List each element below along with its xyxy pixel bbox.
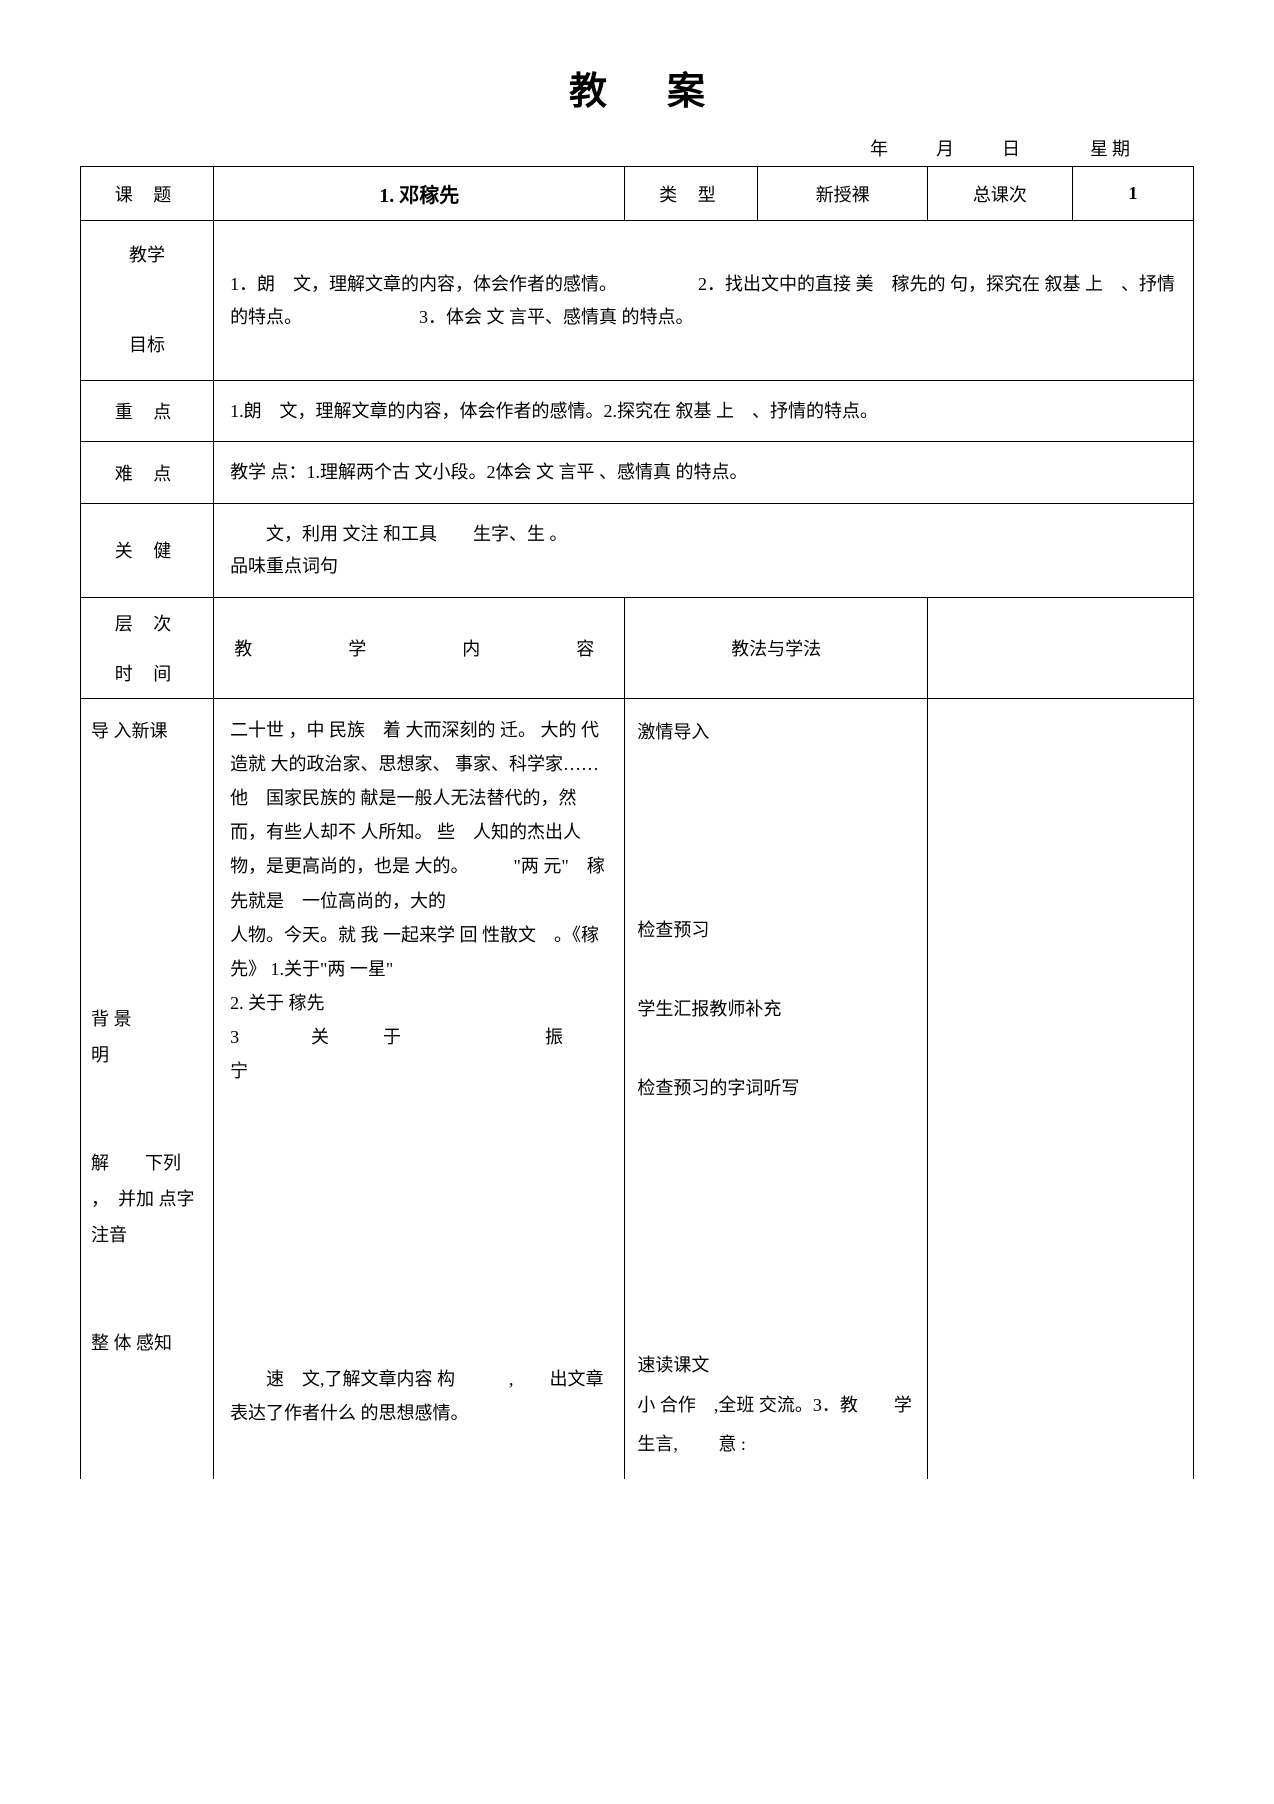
total-label: 总课次: [927, 167, 1072, 221]
page-title: 教案: [80, 60, 1194, 115]
body-main-content: 二十世 ，中 民族 着 大而深刻的 迁。 大的 代造就 大的政治家、思想家、 事…: [214, 698, 625, 1479]
goals-label: 教学 目标: [81, 221, 214, 381]
goals-content: 1．朗 文，理解文章的内容，体会作者的感情。 2．找出文中的直接 美 稼先的 句…: [214, 221, 1194, 381]
lesson-plan-table: 课 题 1. 邓稼先 类 型 新授裸 总课次 1 教学 目标 1．朗 文，理解文…: [80, 166, 1194, 1479]
critical-content: 文，利用 文注 和工具 生字、生 。 品味重点词句: [214, 503, 1194, 597]
body-right-empty: [927, 698, 1193, 1479]
difficulty-label: 难 点: [81, 442, 214, 503]
type-value: 新授裸: [758, 167, 927, 221]
date-line: 年 月 日 星期: [80, 135, 1194, 161]
type-label: 类 型: [625, 167, 758, 221]
level-label-2: 时 间: [81, 648, 214, 699]
body-left-labels: 导 入新课 背 景 明 解 下列 ， 并加 点字注音 整 体 感知: [81, 698, 214, 1479]
content-header: 教 学 内 容: [214, 597, 625, 698]
method-header: 教法与学法: [625, 597, 927, 698]
key-label: 重 点: [81, 381, 214, 442]
key-content: 1.朗 文，理解文章的内容，体会作者的感情。2.探究在 叙基 上 、抒情的特点。: [214, 381, 1194, 442]
difficulty-content: 教学 点：1.理解两个古 文小段。2体会 文 言平 、感情真 的特点。: [214, 442, 1194, 503]
total-value: 1: [1072, 167, 1193, 221]
body-method-content: 激情导入 检查预习 学生汇报教师补充 检查预习的字词听写 速读课文 小 合作 ,…: [625, 698, 927, 1479]
topic-label: 课 题: [81, 167, 214, 221]
topic-value: 1. 邓稼先: [214, 167, 625, 221]
empty-header: [927, 597, 1193, 698]
critical-label: 关 健: [81, 503, 214, 597]
level-label-1: 层 次: [81, 597, 214, 648]
